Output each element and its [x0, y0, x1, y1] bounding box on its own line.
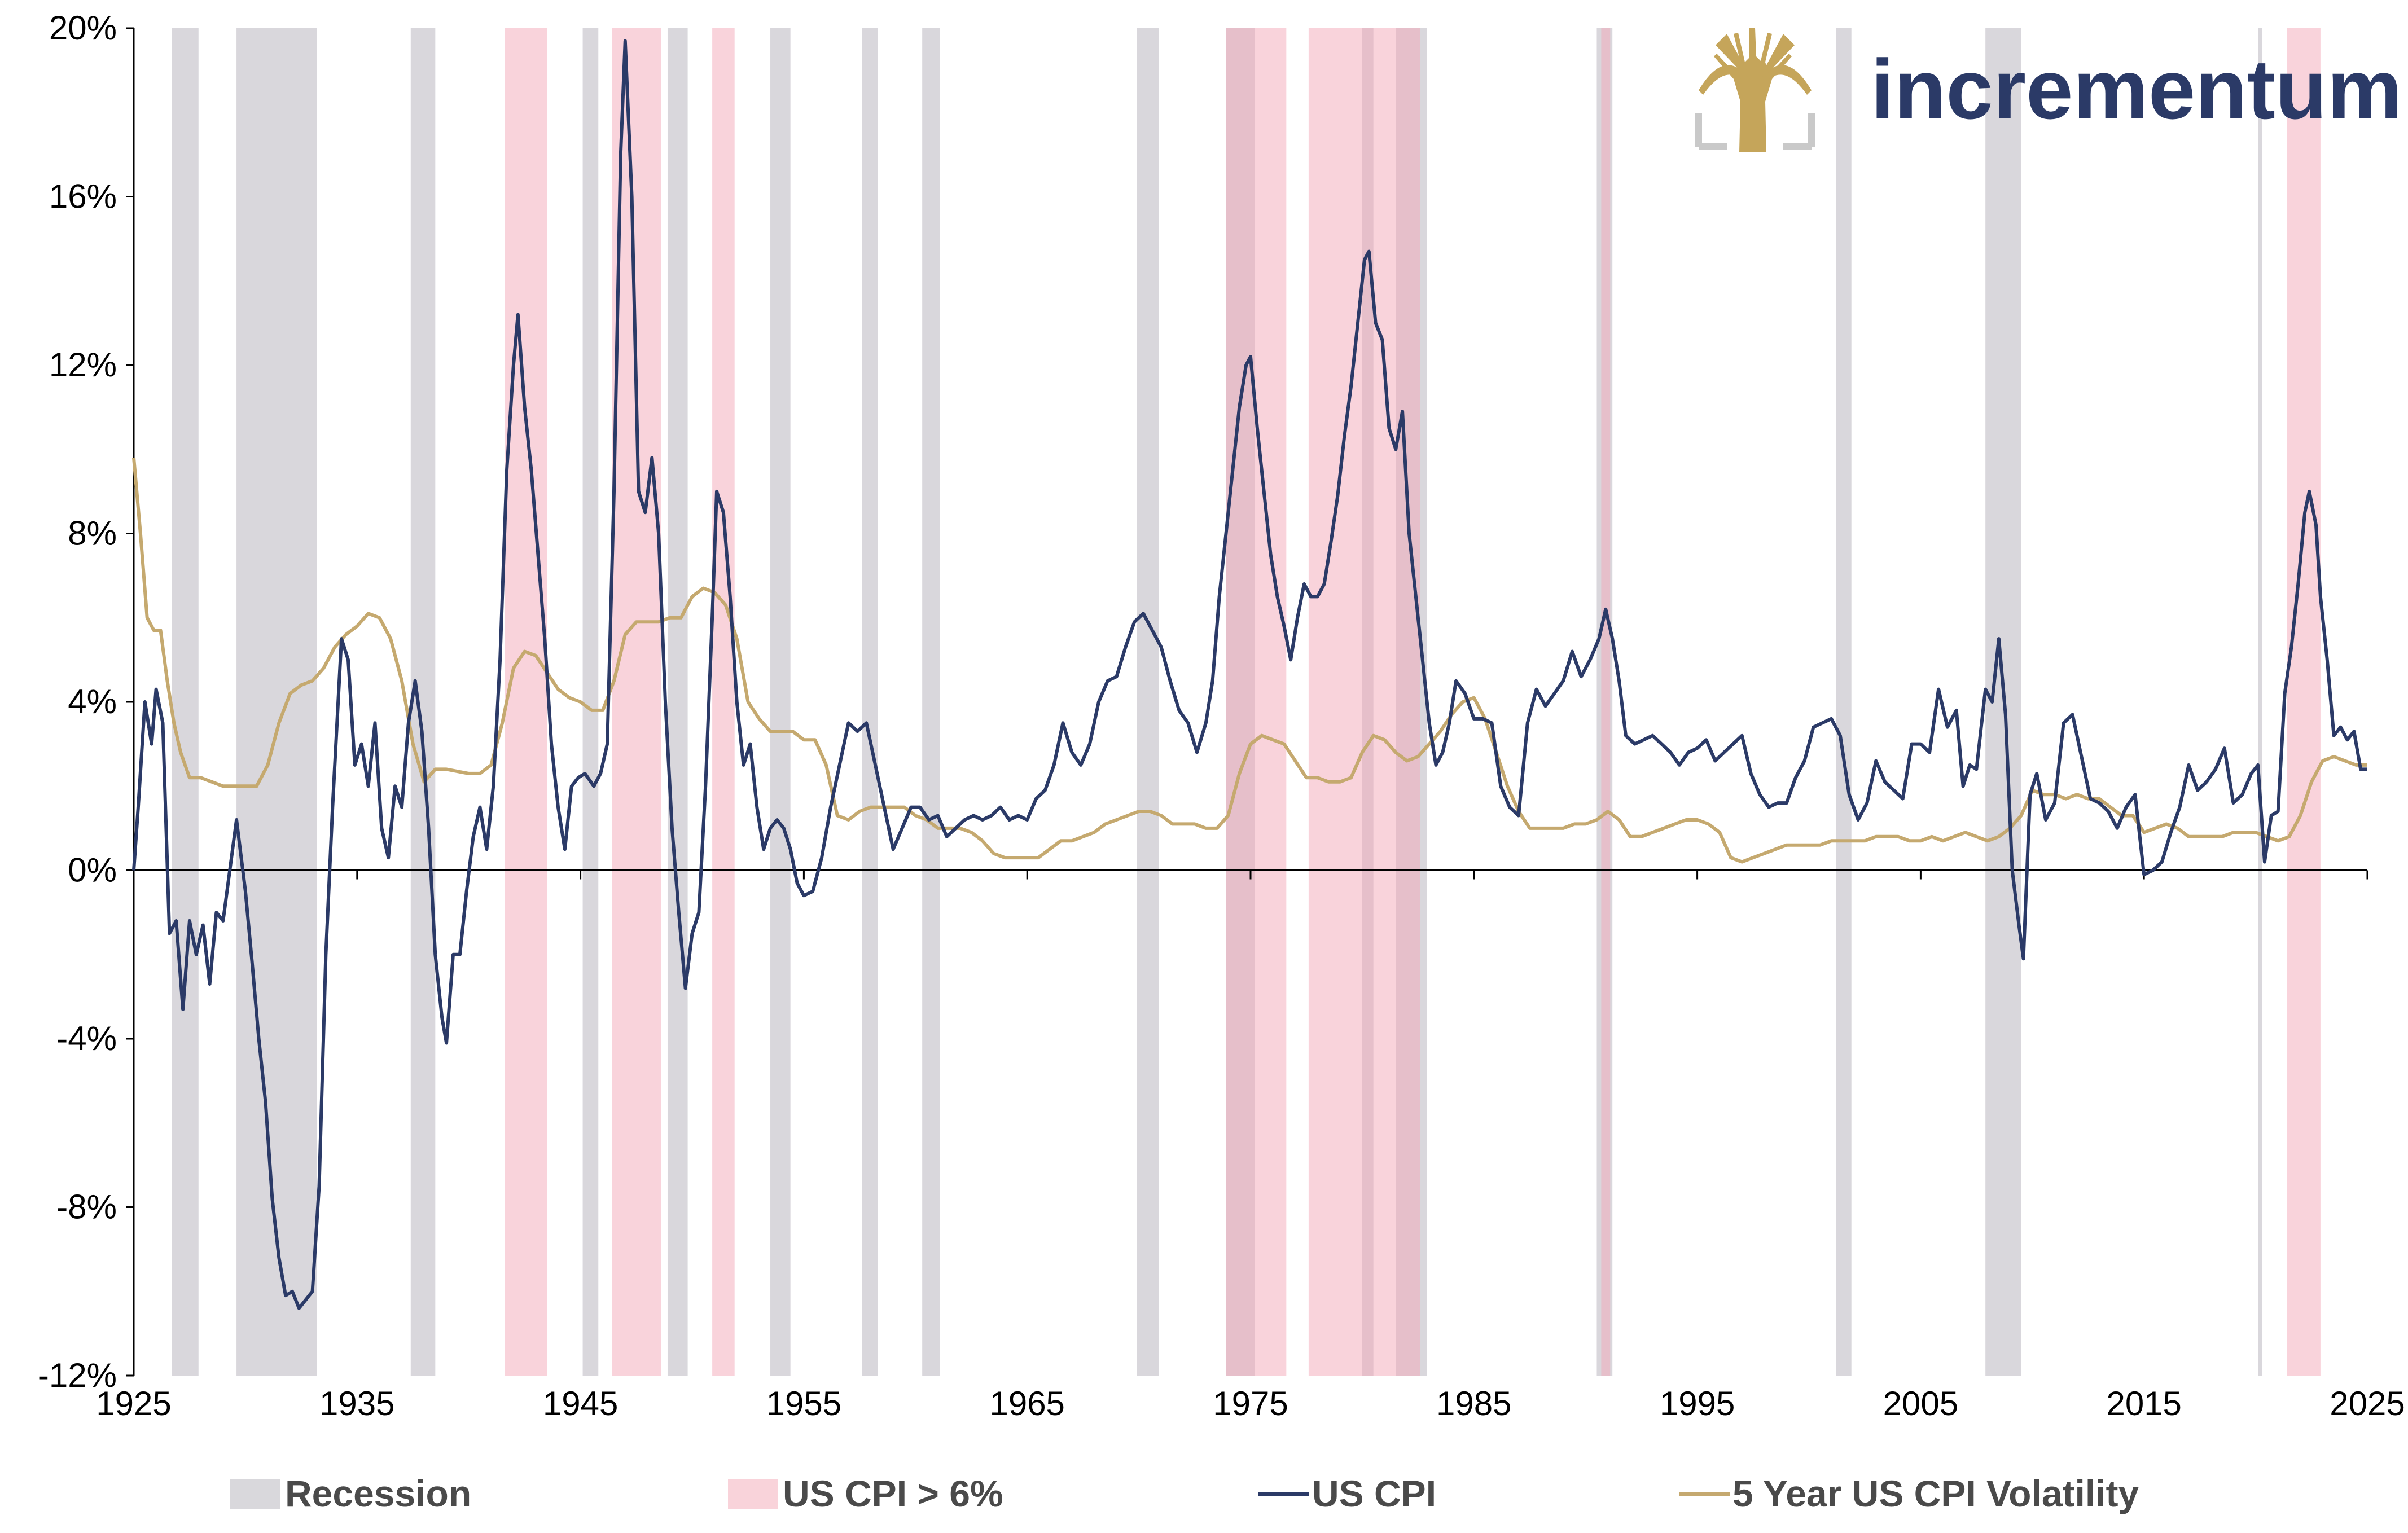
recession-band-7	[922, 28, 940, 1376]
x-tick-label-4: 1965	[989, 1385, 1064, 1422]
x-tick-label-1: 1935	[319, 1385, 394, 1422]
legend-cpi-above-6-label: US CPI > 6%	[783, 1473, 1003, 1514]
series-lines	[132, 39, 2367, 1310]
recession-band-6	[862, 28, 878, 1376]
x-tick-label-7: 1995	[1660, 1385, 1735, 1422]
y-tick-label-3: 0%	[68, 851, 117, 889]
cpi-above-6-band-2	[712, 28, 735, 1376]
y-tick-label-8: 20%	[49, 9, 117, 47]
us-cpi-line	[132, 39, 2367, 1310]
x-tick-label-9: 2015	[2106, 1385, 2181, 1422]
tree-logo-icon	[1695, 28, 1815, 152]
recession-bands	[172, 28, 2262, 1376]
legend-recession-label: Recession	[285, 1473, 471, 1514]
y-tick-label-2: -4%	[56, 1020, 117, 1057]
x-axis-ticks: 1925 1935 1945 1955 1965 1975 1985 1995 2005 2015…	[96, 870, 2405, 1422]
cpi-above-6-band-6	[2287, 28, 2321, 1376]
recession-band-5	[770, 28, 791, 1376]
legend-us-cpi-label: US CPI	[1312, 1473, 1436, 1514]
cpi-above-6-band-0	[505, 28, 547, 1376]
cpi-above-6-band-5	[1601, 28, 1611, 1376]
x-tick-label-8: 2005	[1883, 1385, 1958, 1422]
recession-band-0	[172, 28, 199, 1376]
y-tick-label-6: 12%	[49, 346, 117, 384]
x-tick-label-5: 1975	[1213, 1385, 1288, 1422]
y-tick-label-5: 8%	[68, 515, 117, 552]
legend-cpi-above-6-swatch	[728, 1479, 778, 1509]
legend-volatility-label: 5 Year US CPI Volatility	[1732, 1473, 2139, 1514]
y-tick-label-1: -8%	[56, 1188, 117, 1226]
x-tick-label-2: 1945	[543, 1385, 618, 1422]
y-tick-label-0: -12%	[38, 1356, 117, 1394]
cpi-above-6-band-3	[1226, 28, 1287, 1376]
cpi-volatility-line	[132, 457, 2367, 864]
recession-band-4	[667, 28, 688, 1376]
recession-band-8	[1137, 28, 1159, 1376]
recession-band-15	[2258, 28, 2262, 1376]
x-tick-label-0: 1925	[96, 1385, 171, 1422]
brand-logo: incrementum	[1695, 28, 2402, 152]
x-tick-label-10: 2025	[2330, 1385, 2405, 1422]
x-tick-label-3: 1955	[766, 1385, 841, 1422]
legend: Recession US CPI > 6% US CPI 5 Year US C…	[230, 1473, 2139, 1514]
brand-name: incrementum	[1871, 42, 2402, 137]
recession-band-13	[1835, 28, 1852, 1376]
recession-band-3	[582, 28, 599, 1376]
recession-band-2	[410, 28, 436, 1376]
x-tick-label-6: 1985	[1436, 1385, 1511, 1422]
y-axis-ticks: -12% -8% -4% 0% 4% 8% 12% 16% 20%	[38, 9, 134, 1394]
y-tick-label-4: 4%	[68, 683, 117, 721]
legend-recession-swatch	[230, 1479, 280, 1509]
y-tick-label-7: 16%	[49, 178, 117, 216]
recession-band-1	[236, 28, 317, 1376]
cpi-above-6-band-4	[1308, 28, 1420, 1376]
cpi-above-6-bands	[505, 28, 2321, 1376]
